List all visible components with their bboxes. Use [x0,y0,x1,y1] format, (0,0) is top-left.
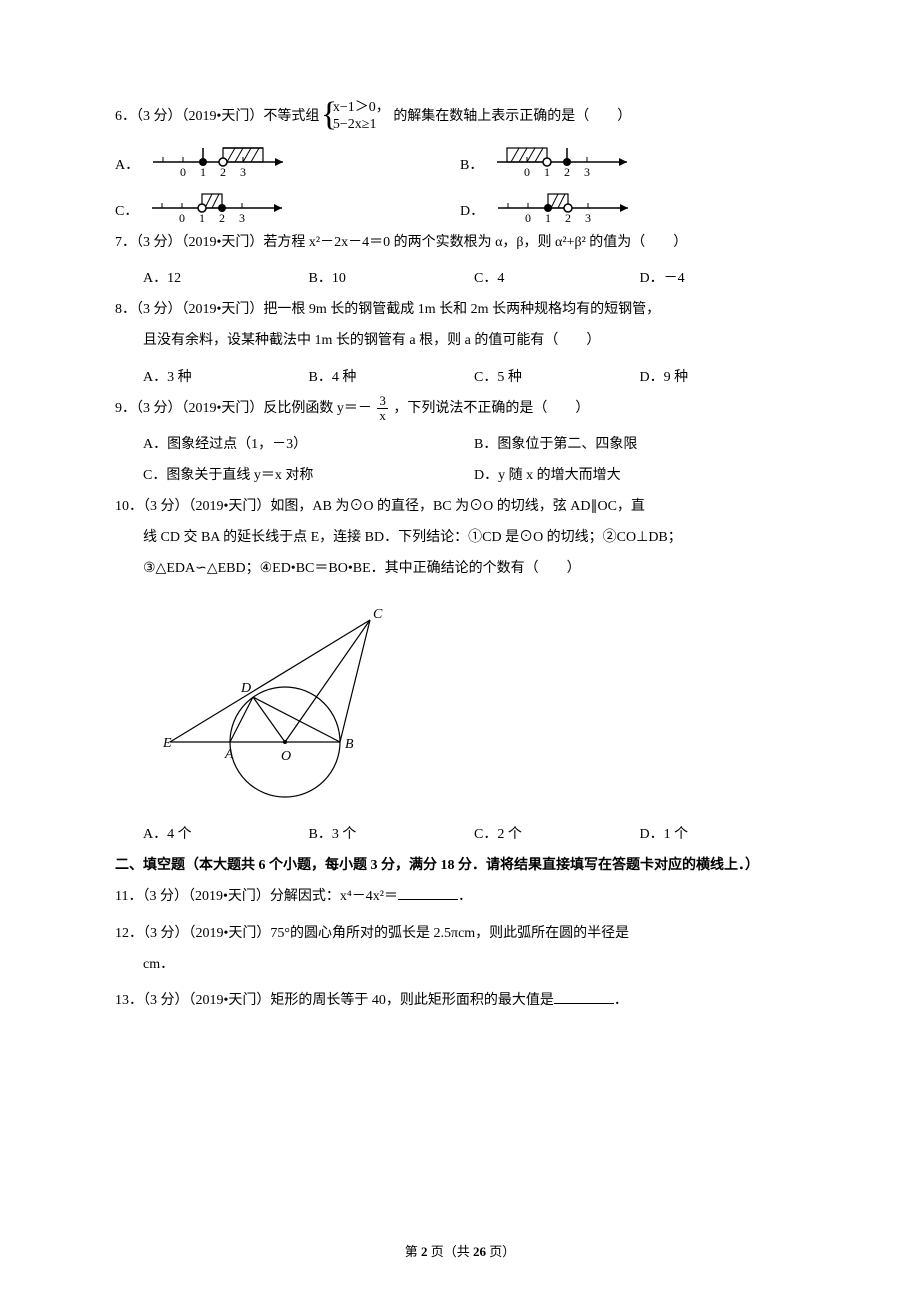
svg-text:3: 3 [585,211,591,225]
q8-opt-C: C．5 种 [474,363,640,394]
q6-stem-b: 的解集在数轴上表示正确的是（ ） [393,109,631,124]
q6-label-C: C． [115,197,138,228]
question-8: 8．（3 分）（2019•天门）把一根 9m 长的钢管截成 1m 长和 2m 长… [115,295,805,357]
q9-opt-C: C．图象关于直线 y＝x 对称 [143,461,474,492]
svg-text:0: 0 [179,211,185,225]
q11-blank [398,899,458,900]
svg-text:1: 1 [544,165,550,179]
question-13: 13．（3 分）（2019•天门）矩形的周长等于 40，则此矩形面积的最大值是 ． [115,986,805,1017]
q12-stem2: cm． [143,957,174,972]
q9-frac: 3 x [375,394,390,424]
q10-geom-svg: E A O B C D [155,592,395,812]
q10-opt-D: D．1 个 [640,820,806,851]
q9-opt-B: B．图象位于第二、四象限 [474,430,805,461]
svg-text:1: 1 [545,211,551,225]
svg-text:2: 2 [220,165,226,179]
q7-opts: A．12 B．10 C．4 D．－4 [115,264,805,295]
numberline-D: 0 1 2 3 [488,186,638,228]
q10-stem2: 线 CD 交 BA 的延长线于点 E，连接 BD．下列结论：①CD 是⊙O 的切… [115,523,805,554]
numberline-A: 0 1 2 3 [143,140,293,182]
svg-text:D: D [240,681,251,696]
page-footer: 第 2 页（共 26 页） [0,1238,920,1267]
question-10: 10．（3 分）（2019•天门）如图，AB 为⊙O 的直径，BC 为⊙O 的切… [115,492,805,584]
svg-text:1: 1 [200,165,206,179]
question-12: 12．（3 分）（2019•天门）75°的圆心角所对的弧长是 2.5πcm，则此… [115,919,805,981]
q6-system: x−1＞0， 5−2x≥1 [323,100,390,134]
svg-text:1: 1 [199,211,205,225]
svg-text:3: 3 [240,165,246,179]
q8-stem2: 且没有余料，设某种截法中 1m 长的钢管有 a 根，则 a 的值可能有（ ） [115,326,805,357]
q9-stem-a: 9．（3 分）（2019•天门）反比例函数 y＝－ [115,401,372,416]
q10-opt-B: B．3 个 [309,820,475,851]
q7-opt-B: B．10 [309,264,475,295]
q10-stem1: 10．（3 分）（2019•天门）如图，AB 为⊙O 的直径，BC 为⊙O 的切… [115,492,805,523]
q10-opts: A．4 个 B．3 个 C．2 个 D．1 个 [115,820,805,851]
q10-opt-C: C．2 个 [474,820,640,851]
question-9: 9．（3 分）（2019•天门）反比例函数 y＝－ 3 x ，下列说法不正确的是… [115,394,805,425]
q7-opt-D: D．－4 [640,264,806,295]
svg-text:C: C [373,607,383,622]
q13-stem-a: 13．（3 分）（2019•天门）矩形的周长等于 40，则此矩形面积的最大值是 [115,993,554,1008]
q7-opt-C: C．4 [474,264,640,295]
question-6: 6．（3 分）（2019•天门）不等式组 x−1＞0， 5−2x≥1 的解集在数… [115,100,805,134]
footer-c: 页） [486,1244,515,1259]
footer-total: 26 [473,1244,486,1259]
q6-label-D: D． [460,197,484,228]
svg-text:O: O [281,749,291,764]
q9-frac-den: x [377,409,388,423]
numberline-C: 0 1 2 3 [142,186,292,228]
svg-text:3: 3 [239,211,245,225]
numberline-B: 0 1 2 3 [487,140,637,182]
q8-opts: A．3 种 B．4 种 C．5 种 D．9 种 [115,363,805,394]
footer-b: 页（共 [427,1244,473,1259]
q7-stem: 7．（3 分）（2019•天门）若方程 x²－2x－4＝0 的两个实数根为 α，… [115,235,687,250]
svg-text:E: E [162,736,172,751]
footer-a: 第 [405,1244,421,1259]
svg-text:0: 0 [525,211,531,225]
q6-opt-D: D． 0 1 2 3 [460,186,805,228]
q10-figure: E A O B C D [155,592,805,812]
q9-opt-A: A．图象经过点（1，－3） [143,430,474,461]
q6-label-A: A． [115,151,139,182]
question-7: 7．（3 分）（2019•天门）若方程 x²－2x－4＝0 的两个实数根为 α，… [115,228,805,259]
q9-opt-D: D．y 随 x 的增大而增大 [474,461,805,492]
q9-stem-b: ，下列说法不正确的是（ ） [393,401,589,416]
q6-label-B: B． [460,151,483,182]
q6-sys-line1: x−1＞0， [333,100,390,117]
q11-stem-b: ． [458,889,472,904]
q6-opt-A: A． 0 1 2 3 [115,140,460,182]
q8-opt-B: B．4 种 [309,363,475,394]
svg-text:B: B [345,737,354,752]
question-11: 11．（3 分）（2019•天门）分解因式：x⁴－4x²＝ ． [115,882,805,913]
q6-row1: A． 0 1 2 3 B [115,140,805,182]
svg-text:3: 3 [584,165,590,179]
svg-text:2: 2 [219,211,225,225]
q6-opt-B: B． 0 1 2 3 [460,140,805,182]
q13-blank [554,1003,614,1004]
q6-opt-C: C． 0 1 2 3 [115,186,460,228]
q10-opt-A: A．4 个 [143,820,309,851]
q9-opts: A．图象经过点（1，－3） B．图象位于第二、四象限 C．图象关于直线 y＝x … [115,430,805,492]
q13-stem-b: ． [614,993,628,1008]
svg-text:0: 0 [180,165,186,179]
q9-frac-num: 3 [377,394,388,409]
q10-stem3: ③△EDA∽△EBD；④ED•BC＝BO•BE．其中正确结论的个数有（ ） [115,554,805,585]
section2-heading: 二、填空题（本大题共 6 个小题，每小题 3 分，满分 18 分．请将结果直接填… [115,851,805,882]
q6-sys-line2: 5−2x≥1 [333,117,390,134]
svg-text:2: 2 [564,165,570,179]
q8-stem1: 8．（3 分）（2019•天门）把一根 9m 长的钢管截成 1m 长和 2m 长… [115,295,805,326]
q6-stem-a: 6．（3 分）（2019•天门）不等式组 [115,109,319,124]
q7-opt-A: A．12 [143,264,309,295]
svg-text:0: 0 [524,165,530,179]
q8-opt-A: A．3 种 [143,363,309,394]
svg-text:2: 2 [565,211,571,225]
q6-row2: C． 0 1 2 3 D． [115,186,805,228]
q12-stem1: 12．（3 分）（2019•天门）75°的圆心角所对的弧长是 2.5πcm，则此… [115,919,805,950]
q11-stem-a: 11．（3 分）（2019•天门）分解因式：x⁴－4x²＝ [115,889,398,904]
svg-text:A: A [224,747,234,762]
q8-opt-D: D．9 种 [640,363,806,394]
